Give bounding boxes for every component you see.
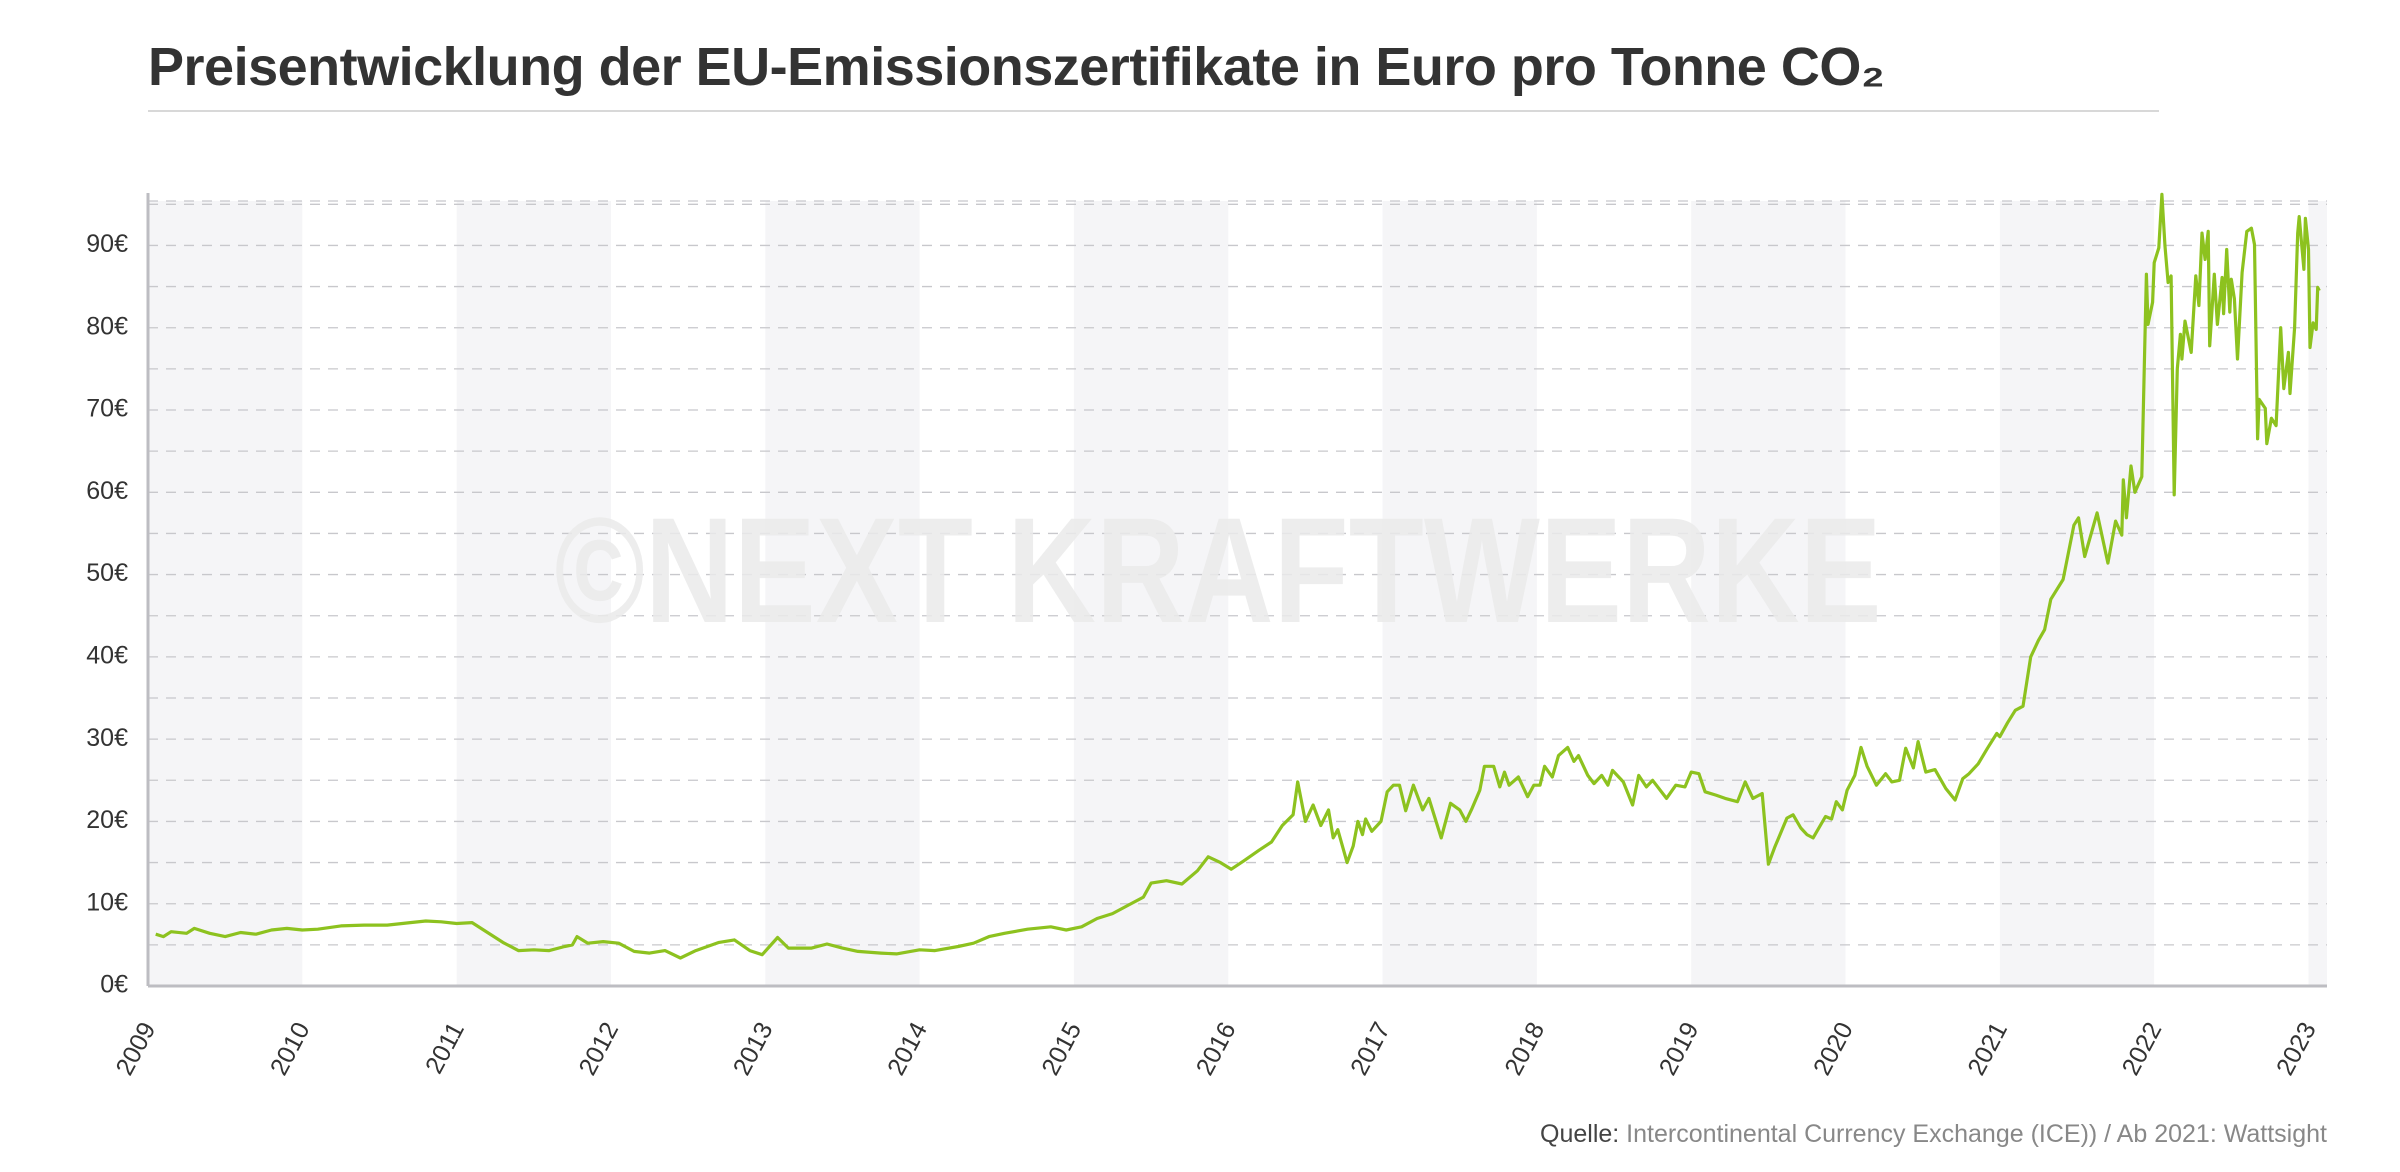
title-divider bbox=[148, 110, 2159, 112]
year-band-2011 bbox=[456, 201, 611, 986]
source-note: Quelle: Intercontinental Currency Exchan… bbox=[1540, 1120, 2327, 1149]
x-tick-label: 2020 bbox=[1808, 1018, 1859, 1080]
x-tick-label: 2023 bbox=[2271, 1018, 2322, 1080]
x-tick-label: 2015 bbox=[1036, 1018, 1087, 1080]
x-tick-label: 2012 bbox=[573, 1018, 624, 1080]
year-band-2009 bbox=[148, 201, 303, 986]
y-tick-label: 40€ bbox=[86, 641, 128, 669]
gridlines bbox=[148, 200, 2327, 946]
x-tick-label: 2021 bbox=[1962, 1018, 2013, 1080]
y-tick-label: 20€ bbox=[86, 806, 128, 834]
x-tick-label: 2022 bbox=[2117, 1018, 2168, 1080]
y-tick-label: 90€ bbox=[86, 230, 128, 258]
x-axis-ticks: 2009 2010 2011 2012 2013 2014 2015 2016 2017 2018… bbox=[110, 1018, 2321, 1080]
y-tick-label: 80€ bbox=[86, 312, 128, 340]
year-band-2017 bbox=[1382, 201, 1537, 986]
watermark: ©NEXT KRAFTWERKE bbox=[554, 487, 1881, 654]
year-band-2015 bbox=[1073, 201, 1229, 986]
y-tick-label: 70€ bbox=[86, 395, 128, 423]
year-band-2023 bbox=[2308, 201, 2327, 986]
x-tick-label: 2009 bbox=[110, 1018, 161, 1080]
chart-title: Preisentwicklung der EU-Emissionszertifi… bbox=[148, 37, 1885, 97]
x-tick-label: 2013 bbox=[728, 1018, 779, 1080]
x-tick-label: 2018 bbox=[1499, 1018, 1550, 1080]
x-tick-label: 2019 bbox=[1654, 1018, 1705, 1080]
x-tick-label: 2016 bbox=[1191, 1018, 1242, 1080]
axes bbox=[146, 193, 2327, 988]
year-band-2021 bbox=[1999, 201, 2155, 986]
year-bands bbox=[148, 201, 2327, 986]
year-band-2013 bbox=[765, 201, 920, 986]
x-tick-label: 2014 bbox=[882, 1018, 933, 1080]
y-tick-label: 0€ bbox=[100, 971, 128, 999]
series-line-eua-price bbox=[155, 192, 2321, 960]
y-tick-label: 30€ bbox=[86, 724, 128, 752]
source-text: Intercontinental Currency Exchange (ICE)… bbox=[1619, 1120, 2327, 1148]
x-tick-label: 2017 bbox=[1345, 1018, 1396, 1080]
y-tick-label: 60€ bbox=[86, 477, 128, 505]
x-tick-label: 2010 bbox=[265, 1018, 316, 1080]
y-tick-label: 50€ bbox=[86, 559, 128, 587]
y-axis-ticks: 0€ 10€ 20€ 30€ 40€ 50€ 60€ 70€ 80€ 90€ bbox=[86, 230, 128, 999]
y-tick-label: 10€ bbox=[86, 888, 128, 916]
x-tick-label: 2011 bbox=[420, 1018, 470, 1079]
source-label: Quelle: bbox=[1540, 1120, 1620, 1148]
